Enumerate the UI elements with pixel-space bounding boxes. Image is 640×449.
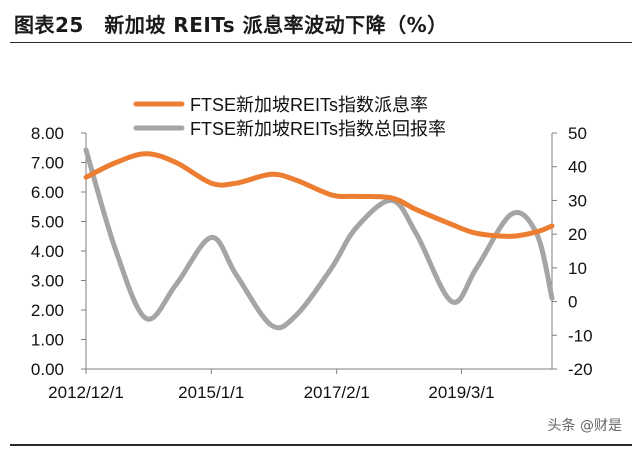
left-y-tick-label: 1.00 bbox=[31, 331, 64, 350]
right-y-tick-label: -10 bbox=[568, 326, 593, 345]
chart-legend: FTSE新加坡REITs指数派息率 FTSE新加坡REITs指数总回报率 bbox=[133, 95, 446, 139]
right-y-tick-label: -20 bbox=[568, 360, 593, 379]
chart-axes: 0.00 1.00 2.00 3.00 4.00 5.00 6.00 7.00 8.00 -20 -… bbox=[31, 124, 593, 402]
left-y-tick-label: 0.00 bbox=[31, 360, 64, 379]
footer-rule bbox=[10, 444, 632, 446]
x-tick-label: 2012/12/1 bbox=[48, 383, 124, 402]
legend-label-distribution-yield: FTSE新加坡REITs指数派息率 bbox=[190, 95, 428, 115]
left-y-tick-label: 5.00 bbox=[31, 213, 64, 232]
header-rule bbox=[10, 42, 632, 43]
left-y-tick-label: 6.00 bbox=[31, 183, 64, 202]
right-y-tick-label: 20 bbox=[568, 225, 587, 244]
left-y-tick-label: 2.00 bbox=[31, 301, 64, 320]
x-tick-label: 2015/1/1 bbox=[178, 383, 244, 402]
right-y-tick-label: 10 bbox=[568, 259, 587, 278]
left-y-tick-label: 8.00 bbox=[31, 124, 64, 143]
right-y-tick-label: 0 bbox=[568, 293, 577, 312]
series-line-total-return bbox=[83, 147, 555, 331]
series-line-distribution-yield bbox=[83, 151, 555, 239]
legend-label-total-return: FTSE新加坡REITs指数总回报率 bbox=[190, 119, 446, 139]
right-y-tick-label: 40 bbox=[568, 158, 587, 177]
chart-series-group bbox=[83, 147, 555, 331]
right-y-tick-label: 50 bbox=[568, 124, 587, 143]
right-y-tick-label: 30 bbox=[568, 191, 587, 210]
left-y-tick-label: 4.00 bbox=[31, 242, 64, 261]
x-tick-label: 2019/3/1 bbox=[428, 383, 494, 402]
left-y-tick-label: 7.00 bbox=[31, 154, 64, 173]
x-tick-label: 2017/2/1 bbox=[304, 383, 370, 402]
watermark: 头条 @财是 bbox=[547, 418, 622, 434]
left-y-tick-label: 3.00 bbox=[31, 272, 64, 291]
figure-title: 图表25 新加坡 REITs 派息率波动下降（%） bbox=[14, 13, 448, 37]
figure-header: 图表25 新加坡 REITs 派息率波动下降（%） bbox=[0, 0, 640, 46]
